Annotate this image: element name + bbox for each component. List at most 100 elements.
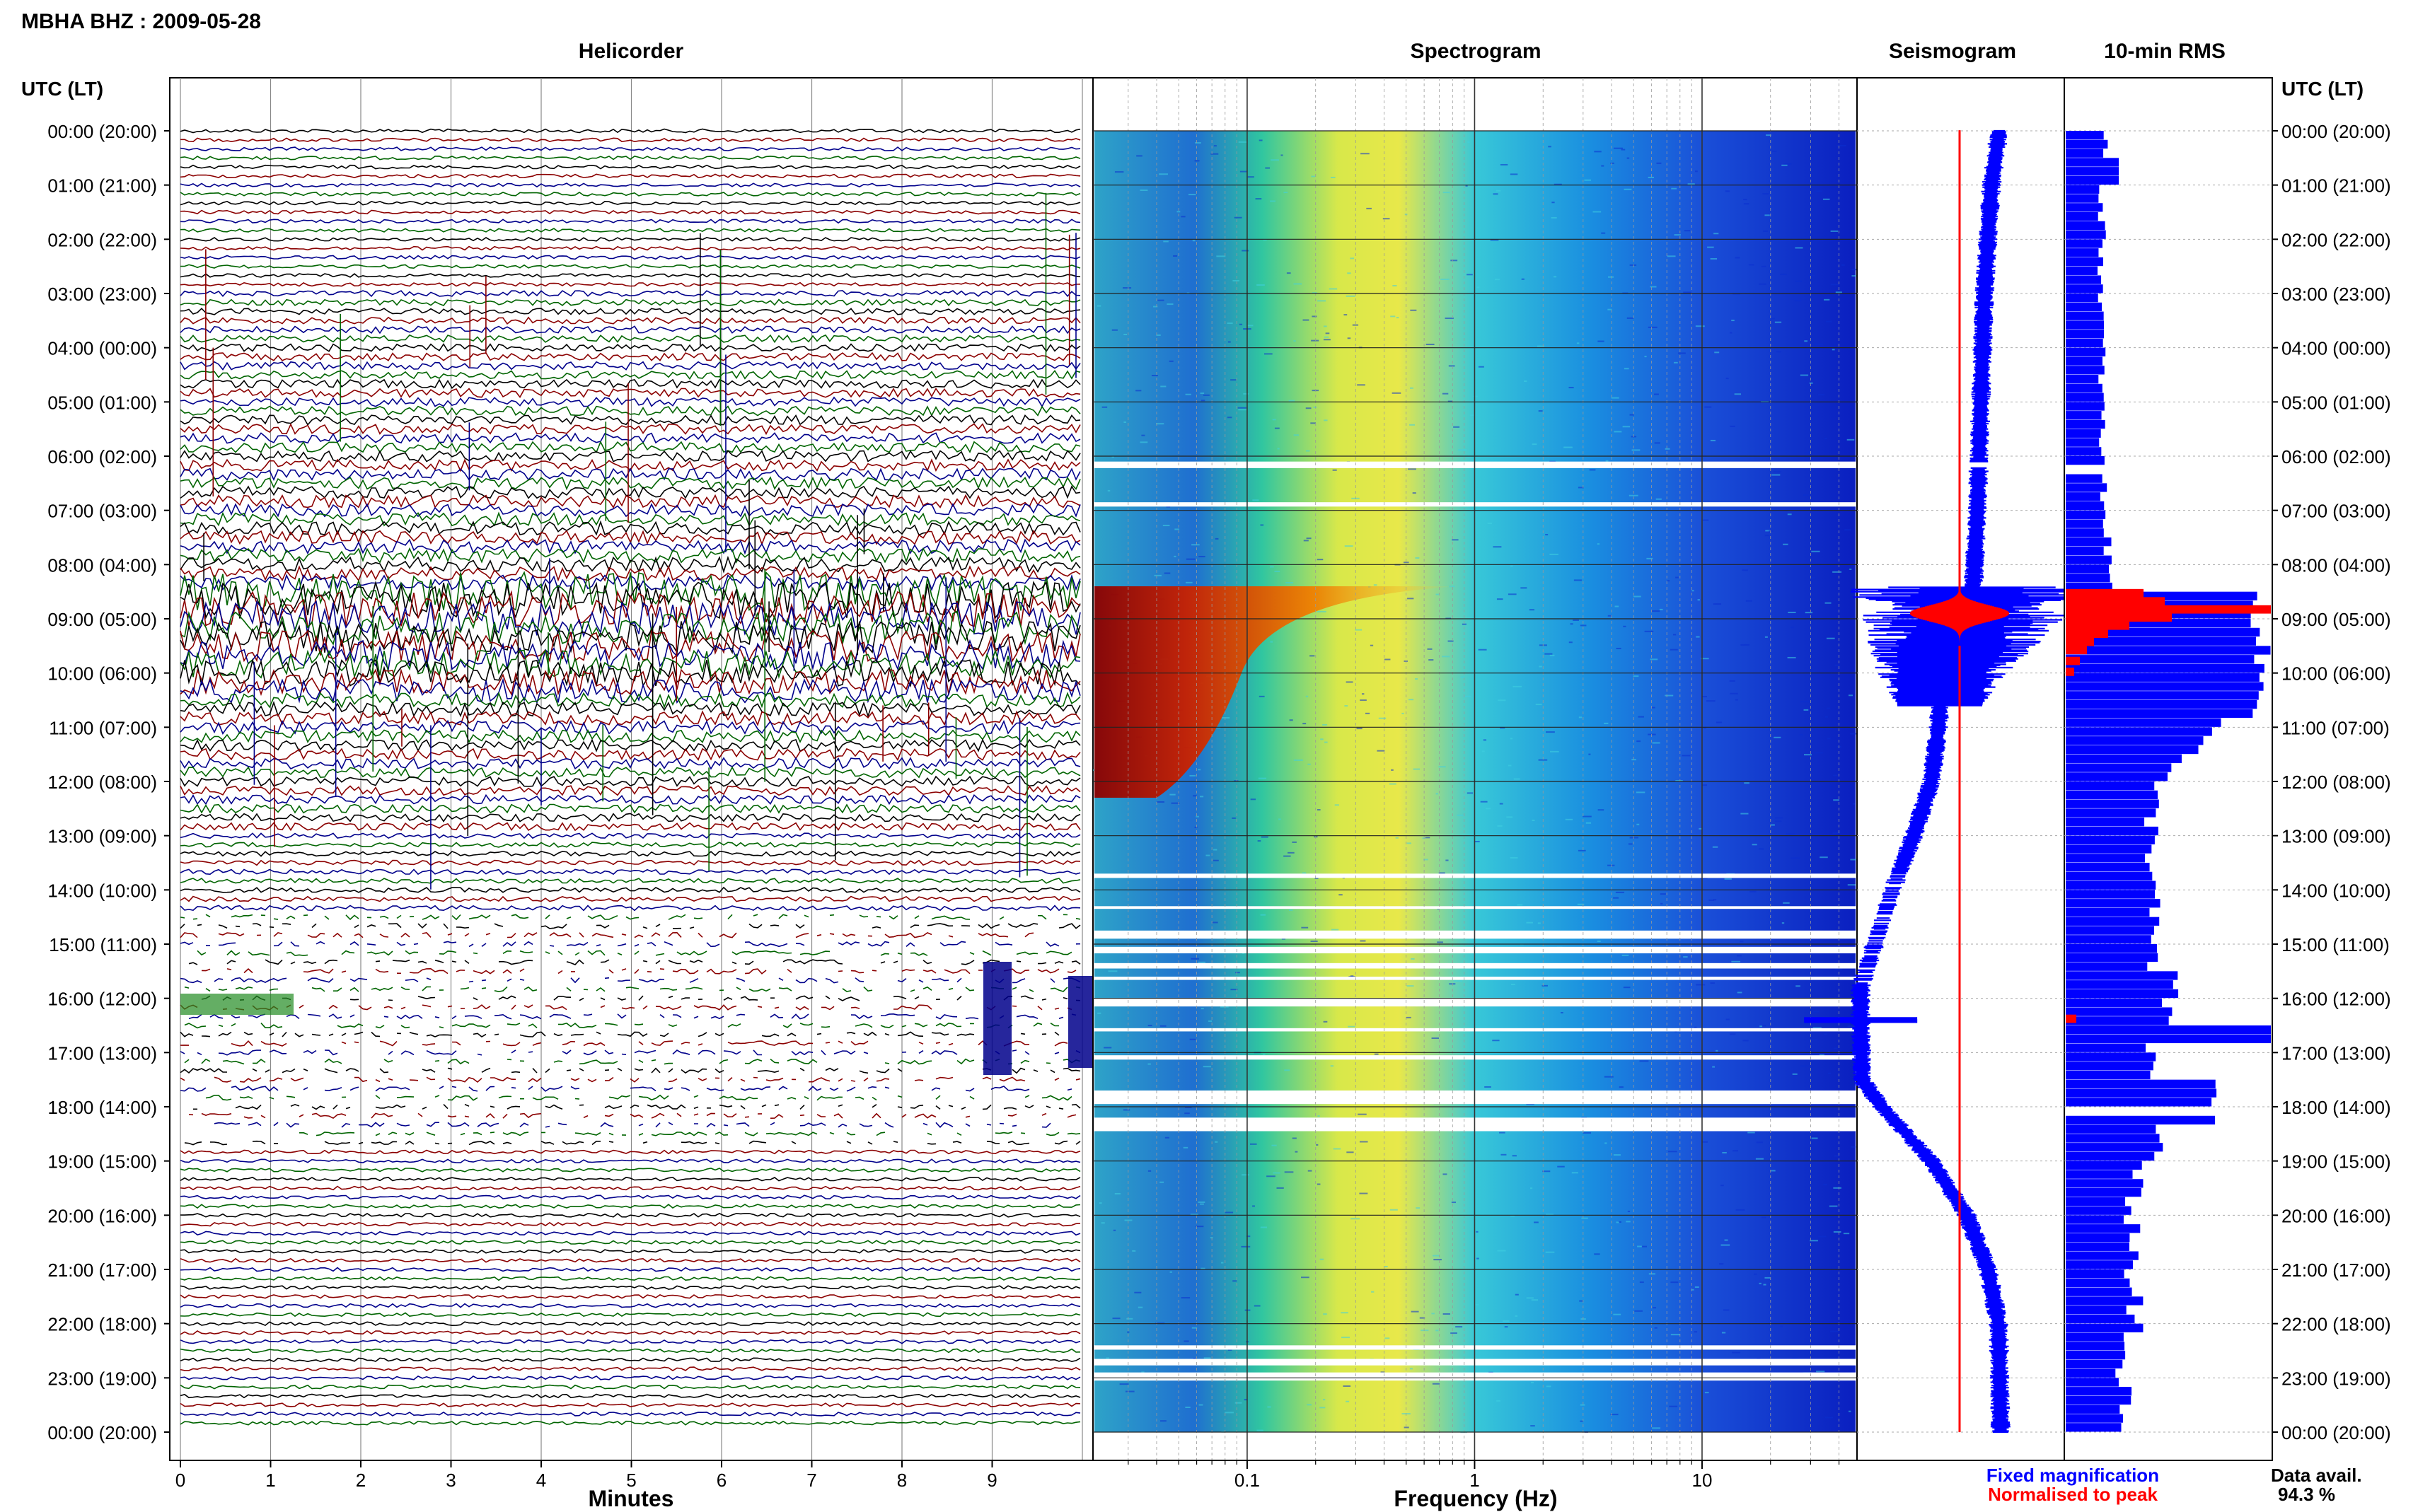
time-axis-title-left: UTC (LT): [21, 78, 103, 100]
helicorder-trace: [180, 701, 1081, 718]
rms-bar: [2066, 275, 2102, 284]
helicorder-trace: [180, 565, 1081, 582]
helicorder-trace: [180, 155, 1081, 161]
helicorder-trace: [180, 1231, 1081, 1236]
helicorder-trace: [180, 467, 1081, 482]
rms-bar: [2066, 1342, 2125, 1351]
rms-bar: [2066, 745, 2199, 755]
helicorder-trace: [180, 691, 1081, 709]
time-label-left: 21:00 (17:00): [47, 1260, 157, 1281]
rms-bar: [2066, 1062, 2153, 1071]
helicorder-trace: [180, 1321, 1081, 1327]
helicorder-trace: [180, 658, 1081, 688]
helicorder-trace: [180, 886, 1081, 893]
helicorder-trace: [299, 1132, 1081, 1136]
helicorder-trace: [180, 423, 1081, 436]
rms-normalised-bar: [2066, 605, 2271, 614]
rms-bar: [2066, 1395, 2131, 1405]
rms-normalised-bar: [2066, 646, 2087, 655]
time-label-left: 06:00 (02:00): [47, 446, 157, 467]
rms-bar: [2066, 320, 2105, 330]
rms-bar: [2066, 754, 2182, 763]
helicorder-trace: [180, 1357, 1081, 1363]
time-label-right: 15:00 (11:00): [2281, 934, 2390, 955]
rms-bar: [2066, 167, 2119, 176]
helicorder-trace: [180, 325, 1081, 335]
rms-bar: [2066, 1224, 2141, 1233]
rms-bar: [2066, 790, 2158, 800]
time-label-right: 04:00 (00:00): [2281, 338, 2391, 359]
rms-bar: [2066, 474, 2102, 483]
rms-bar: [2066, 510, 2106, 519]
rms-bar: [2066, 1296, 2144, 1305]
helicorder-trace: [180, 832, 1081, 839]
helicorder-trace: [180, 1393, 1081, 1399]
helicorder-trace: [180, 1267, 1081, 1272]
rms-bar: [2066, 356, 2102, 366]
time-label-left: 19:00 (15:00): [47, 1151, 157, 1173]
time-label-left: 14:00 (10:00): [47, 880, 157, 901]
time-label-right: 08:00 (04:00): [2281, 554, 2391, 576]
helicorder-trace: [180, 503, 1081, 518]
rms-bar: [2066, 347, 2106, 356]
time-label-left: 18:00 (14:00): [47, 1097, 157, 1118]
helicorder-trace: [180, 1375, 1081, 1380]
rms-bar: [2066, 447, 2102, 456]
time-label-right: 17:00 (13:00): [2281, 1042, 2391, 1064]
helicorder-trace: [180, 192, 1081, 197]
time-label-left: 13:00 (09:00): [47, 826, 157, 847]
helicorder-trace: [180, 432, 1081, 444]
time-label-left: 09:00 (05:00): [47, 609, 157, 630]
rms-bar: [2066, 1423, 2122, 1432]
rms-bar: [2066, 257, 2103, 267]
rms-bar: [2066, 330, 2105, 339]
helicorder-tick-label: 3: [446, 1470, 456, 1491]
helicorder-trace: [180, 748, 1081, 762]
rms-bar: [2066, 1314, 2135, 1324]
rms-bar: [2066, 1197, 2126, 1206]
rms-bar: [2066, 1287, 2132, 1296]
rms-bar: [2066, 880, 2156, 890]
rms-bar: [2066, 854, 2146, 863]
helicorder-trace: [180, 841, 1081, 848]
seismogram-title: Seismogram: [1889, 40, 2016, 63]
rms-bar: [2066, 1170, 2133, 1179]
rms-bar: [2066, 808, 2156, 818]
helicorder-trace: [180, 850, 1081, 857]
helicorder-trace: [188, 1112, 1077, 1120]
helicorder-trace: [180, 793, 1081, 806]
helicorder-trace: [180, 440, 1081, 453]
helicorder-tick-label: 8: [897, 1470, 907, 1491]
rms-bar: [2066, 863, 2150, 872]
rms-bar: [2066, 1124, 2156, 1134]
rms-bar: [2066, 736, 2204, 745]
time-label-right: 20:00 (16:00): [2281, 1205, 2391, 1226]
rms-bar: [2066, 700, 2257, 709]
rms-bar: [2066, 1278, 2130, 1288]
time-label-right: 13:00 (09:00): [2281, 826, 2391, 847]
helicorder-trace: [180, 1149, 1081, 1155]
helicorder-trace: [180, 710, 1081, 727]
helicorder-trace: [180, 1411, 1081, 1417]
rms-bar: [2066, 293, 2098, 303]
station-title: MBHA BHZ : 2009-05-28: [21, 10, 261, 33]
time-label-right: 00:00 (20:00): [2281, 1422, 2391, 1443]
rms-bar: [2066, 772, 2168, 781]
time-label-left: 03:00 (23:00): [47, 284, 157, 305]
helicorder-trace: [180, 511, 1081, 528]
helicorder-trace: [180, 236, 1081, 242]
rms-bar: [2066, 139, 2108, 149]
helicorder-tick-label: 5: [626, 1470, 636, 1491]
rms-bar: [2066, 627, 2260, 637]
time-label-left: 20:00 (16:00): [47, 1205, 157, 1226]
rms-normalised-bar: [2066, 597, 2165, 606]
time-label-left: 07:00 (03:00): [47, 501, 157, 522]
helicorder-trace: [180, 757, 1081, 770]
time-label-left: 17:00 (13:00): [47, 1042, 157, 1064]
rms-bar: [2066, 175, 2119, 185]
time-label-right: 07:00 (03:00): [2281, 501, 2391, 522]
rms-bar: [2066, 899, 2160, 908]
helicorder-panel: [169, 77, 1097, 1461]
helicorder-trace: [180, 1257, 1081, 1263]
rms-bar: [2066, 411, 2102, 420]
